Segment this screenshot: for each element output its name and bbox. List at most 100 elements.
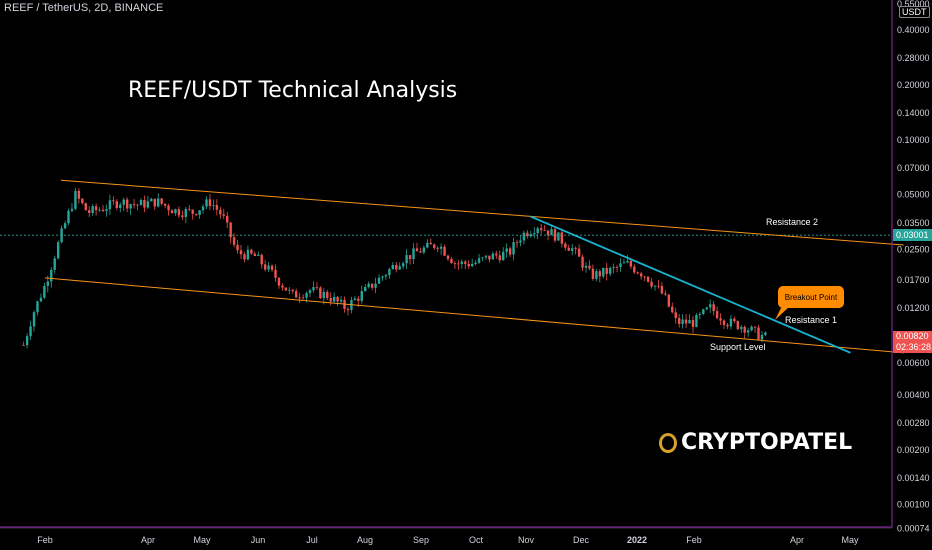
support-level-label: Support Level: [710, 342, 766, 352]
candle-up: [308, 288, 312, 298]
candle-down: [232, 233, 236, 248]
candle-up: [460, 259, 464, 269]
price-tick-label: 0.03500: [897, 218, 930, 228]
candle-up: [502, 247, 505, 261]
candle-up: [205, 196, 208, 210]
candle-up: [39, 293, 43, 303]
candle-down: [94, 203, 98, 216]
candle-down: [684, 314, 688, 329]
candle-up: [688, 314, 691, 324]
candle-down: [433, 243, 436, 250]
candle-up: [709, 299, 712, 313]
candle-down: [553, 227, 557, 243]
candle-up: [91, 204, 94, 216]
candle-up: [391, 261, 395, 270]
time-tick-label: 2022: [627, 535, 647, 545]
candle-down: [674, 307, 677, 324]
price-tick-label: 0.05000: [897, 190, 930, 200]
candle-up: [481, 256, 484, 262]
candle-down: [336, 296, 339, 307]
breakout-callout-tail: [775, 306, 790, 320]
candle-down: [453, 261, 457, 269]
currency-unit-badge[interactable]: USDT: [899, 6, 930, 18]
candle-up: [584, 262, 588, 273]
candle-down: [215, 199, 219, 216]
candle-up: [705, 306, 708, 311]
candle-up: [608, 266, 612, 277]
candle-up: [201, 204, 205, 214]
candle-down: [436, 246, 439, 252]
symbol-header: REEF / TetherUS, 2D, BINANCE: [4, 2, 164, 14]
logo-coin-icon: [659, 433, 677, 453]
time-tick-label: Jun: [251, 535, 266, 545]
candle-up: [98, 206, 101, 212]
resistance-1-label: Resistance 1: [785, 315, 837, 325]
candle-down: [464, 260, 467, 269]
candle-down: [633, 264, 636, 275]
bar-countdown: 02:36:28: [896, 342, 932, 352]
price-axis: 0.40000 0.28000 0.20000 0.14000 0.10000 0.070…: [897, 0, 930, 534]
price-tick-label: 0.02500: [897, 245, 930, 255]
candle-down: [588, 260, 591, 271]
price-tick-label: 0.01200: [897, 303, 930, 313]
candle-down: [243, 251, 246, 263]
candle-down: [567, 244, 570, 251]
candle-down: [574, 246, 577, 255]
price-tick-label: 0.00600: [897, 358, 930, 368]
candlestick-series: [22, 187, 767, 349]
candle-up: [491, 251, 495, 260]
chart-title: REEF/USDT Technical Analysis: [128, 78, 458, 103]
candle-up: [653, 285, 657, 291]
candle-down: [419, 247, 422, 253]
candle-down: [170, 209, 174, 214]
candle-down: [636, 271, 639, 275]
price-tick-label: 0.00100: [897, 500, 930, 510]
candle-up: [67, 208, 70, 226]
candle-down: [167, 203, 170, 216]
candle-down: [270, 264, 274, 273]
candle-down: [319, 286, 322, 299]
resistance-2-label: Resistance 2: [766, 217, 818, 227]
price-tick-label: 0.00140: [897, 473, 930, 483]
candle-up: [198, 210, 201, 219]
candle-down: [229, 222, 232, 244]
time-tick-label: Nov: [518, 535, 535, 545]
candle-down: [446, 254, 450, 261]
candle-down: [115, 199, 119, 211]
candle-down: [560, 228, 564, 248]
candle-up: [212, 199, 215, 211]
candle-up: [612, 263, 615, 274]
logo-text: CRYPTOPATEL: [681, 430, 853, 455]
candle-down: [274, 264, 277, 282]
candle-down: [239, 244, 243, 259]
candle-down: [719, 313, 722, 325]
dotted-level-price-tag: 0.03001: [893, 229, 932, 241]
candle-up: [681, 313, 684, 329]
candle-down: [236, 240, 239, 254]
candle-down: [660, 282, 664, 295]
candle-up: [56, 240, 60, 260]
candle-down: [657, 279, 660, 289]
candle-down: [181, 210, 184, 220]
candle-up: [157, 193, 160, 208]
time-tick-label: May: [193, 535, 211, 545]
price-tick-label: 0.20000: [897, 80, 930, 90]
candle-up: [622, 258, 626, 264]
candle-down: [125, 197, 129, 213]
candle-down: [219, 206, 222, 219]
last-price-value: 0.00820: [896, 331, 929, 341]
candle-down: [598, 269, 602, 283]
candle-up: [312, 281, 315, 293]
candle-up: [257, 251, 260, 257]
candle-down: [329, 292, 332, 306]
candle-up: [381, 275, 384, 281]
candle-up: [32, 310, 36, 332]
candle-down: [508, 246, 512, 257]
candle-up: [63, 221, 67, 230]
candle-down: [88, 206, 91, 218]
candle-down: [443, 244, 446, 257]
candle-down: [250, 248, 253, 255]
candle-up: [105, 204, 108, 217]
candle-down: [526, 229, 529, 239]
candle-up: [139, 198, 143, 206]
